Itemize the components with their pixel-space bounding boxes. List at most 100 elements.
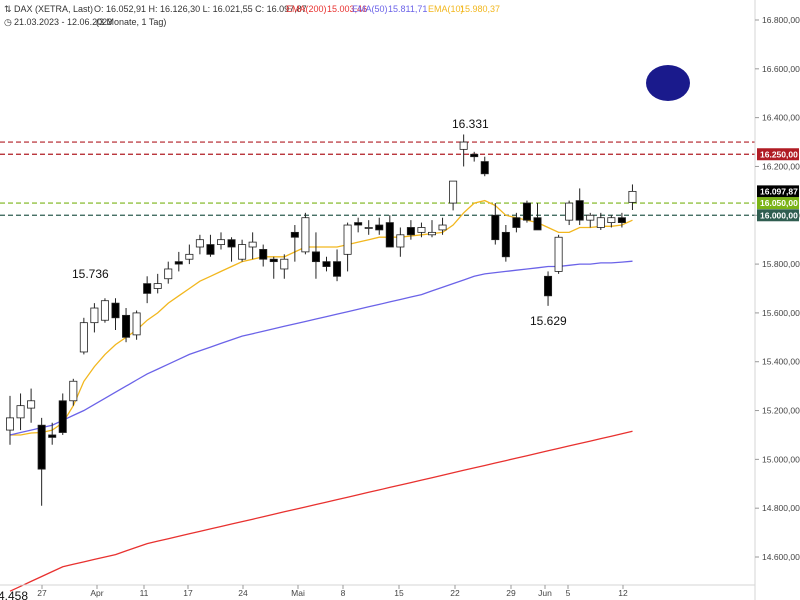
candle	[238, 239, 247, 262]
ema-lines	[9, 199, 633, 592]
candle-body	[501, 231, 510, 258]
candle-body	[607, 217, 616, 223]
time-tick-label: Mai	[291, 588, 305, 598]
candle-body	[385, 222, 394, 248]
candle-body	[333, 261, 342, 277]
candle-body	[6, 417, 14, 431]
candle	[364, 220, 373, 235]
ema10-label: EMA(10)	[428, 4, 464, 14]
candle-body	[27, 400, 36, 409]
time-tick-label: 11	[140, 588, 149, 598]
candle-body	[153, 283, 162, 289]
level-badge: 16.000,00	[757, 209, 799, 222]
time-tick-label: 5	[566, 588, 571, 598]
candle-body	[174, 261, 183, 265]
ema-line-ema50	[9, 260, 633, 436]
candle	[153, 273, 162, 294]
time-axis: 27 Apr 11 17 24 Mai 8 15 22 29 Jun 5 12	[0, 584, 755, 598]
candle	[48, 422, 57, 445]
level-badges: 16.250,00 16.097,87 16.050,00 16.000,00	[757, 148, 799, 222]
period-label: (3 Monate, 1 Tag)	[96, 17, 166, 27]
candle	[185, 244, 194, 265]
candle	[111, 298, 120, 330]
candle-body	[238, 244, 247, 260]
candle	[206, 234, 215, 257]
candle-body	[459, 141, 468, 150]
level-badge-label: 16.000,00	[760, 210, 798, 220]
price-axis: 14.600,00 14.800,00 15.000,00 15.200,00 15.4…	[755, 15, 800, 562]
candle	[216, 232, 225, 250]
candle	[533, 203, 542, 231]
candle-body	[259, 249, 268, 260]
candle-body	[628, 190, 637, 203]
candle-body	[58, 400, 67, 433]
candle	[427, 220, 436, 238]
candle-body	[301, 217, 310, 253]
candle	[565, 200, 574, 226]
horizontal-levels	[0, 141, 755, 216]
candle-body	[575, 200, 584, 221]
candle-body	[185, 253, 194, 260]
time-tick-label: 8	[341, 588, 346, 598]
chart-icon: ⇅	[4, 4, 12, 14]
candle-body	[122, 314, 131, 338]
time-tick-label: 22	[450, 588, 460, 598]
time-tick-label: Apr	[90, 588, 103, 598]
price-annotation: 15.736	[72, 267, 109, 281]
candle	[174, 251, 183, 272]
candle-body	[554, 236, 563, 272]
candle-body	[544, 275, 553, 297]
candle-body	[427, 231, 436, 236]
candle	[69, 378, 78, 406]
candle	[375, 217, 384, 235]
time-tick-label: 24	[238, 588, 248, 598]
price-tick-label: 16.400,00	[762, 113, 800, 123]
ohlc-readout: O: 16.052,91 H: 16.126,30 L: 16.021,55 C…	[94, 4, 307, 14]
level-badge-bg	[757, 148, 799, 161]
ema-line-ema10	[10, 199, 633, 436]
price-annotations: 16.331 15.736 15.629 4.458	[0, 117, 567, 600]
ema200-label: EMA(200)	[286, 4, 327, 14]
candle	[406, 220, 415, 240]
candle	[248, 232, 257, 260]
candle-body	[206, 244, 215, 255]
candle	[449, 180, 458, 211]
candle-body	[143, 283, 152, 294]
ema10-value: 15.980,37	[460, 4, 500, 14]
candle	[617, 212, 626, 228]
candle	[164, 261, 173, 284]
price-tick-label: 16.600,00	[762, 64, 800, 74]
candle-body	[438, 224, 447, 231]
candle-body	[396, 234, 405, 248]
candle	[280, 254, 289, 279]
ema200-value: 15.003,46	[327, 4, 367, 14]
marker-circle	[646, 65, 690, 101]
candle	[501, 225, 510, 262]
candle	[100, 298, 109, 323]
price-tick-label: 16.800,00	[762, 15, 800, 25]
candle	[6, 395, 14, 445]
candle	[554, 234, 563, 274]
candle-body	[617, 217, 626, 223]
level-badge-bg	[757, 197, 799, 210]
candle	[311, 232, 320, 279]
level-badge-bg	[757, 185, 799, 198]
price-tick-label: 14.800,00	[762, 503, 800, 513]
ema50-label: EMA(50)	[352, 4, 388, 14]
level-badge: 16.050,00	[757, 197, 799, 210]
time-tick-label: 27	[37, 588, 47, 598]
candle	[227, 237, 236, 262]
candle	[333, 249, 342, 282]
candle	[417, 222, 426, 238]
candle	[79, 317, 88, 355]
candle-body	[290, 231, 299, 238]
candle	[58, 393, 67, 435]
candle	[480, 156, 489, 177]
candle-body	[449, 180, 458, 204]
candle-body	[37, 424, 46, 470]
candle-body	[132, 312, 141, 336]
candle	[544, 271, 553, 306]
candle-body	[269, 258, 278, 263]
level-badge-bg	[757, 209, 799, 222]
